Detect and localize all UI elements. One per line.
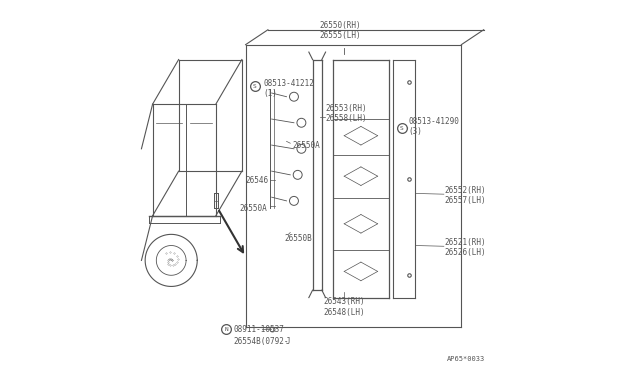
Text: 08513-41212
(1): 08513-41212 (1) <box>264 79 314 98</box>
Text: S: S <box>253 84 257 89</box>
Text: 26521(RH)
26526(LH): 26521(RH) 26526(LH) <box>445 238 486 257</box>
Text: 26550A: 26550A <box>239 204 267 213</box>
Text: N: N <box>225 327 228 332</box>
Text: 26546: 26546 <box>246 176 269 185</box>
Text: 26554B(0792-: 26554B(0792- <box>234 337 289 346</box>
Text: S: S <box>400 126 404 131</box>
Text: 26550(RH)
26555(LH): 26550(RH) 26555(LH) <box>319 21 361 40</box>
Text: 08911-10537: 08911-10537 <box>234 325 285 334</box>
Text: 26553(RH)
26558(LH): 26553(RH) 26558(LH) <box>326 104 367 123</box>
Text: 26550B: 26550B <box>285 234 312 243</box>
Text: 26543(RH)
26548(LH): 26543(RH) 26548(LH) <box>323 297 365 317</box>
Text: 26550A: 26550A <box>292 141 320 150</box>
Text: 26552(RH)
26557(LH): 26552(RH) 26557(LH) <box>445 186 486 205</box>
Text: 08513-41290
(3): 08513-41290 (3) <box>408 117 460 136</box>
Text: AP65*0033: AP65*0033 <box>447 356 486 362</box>
Text: J: J <box>286 337 291 346</box>
